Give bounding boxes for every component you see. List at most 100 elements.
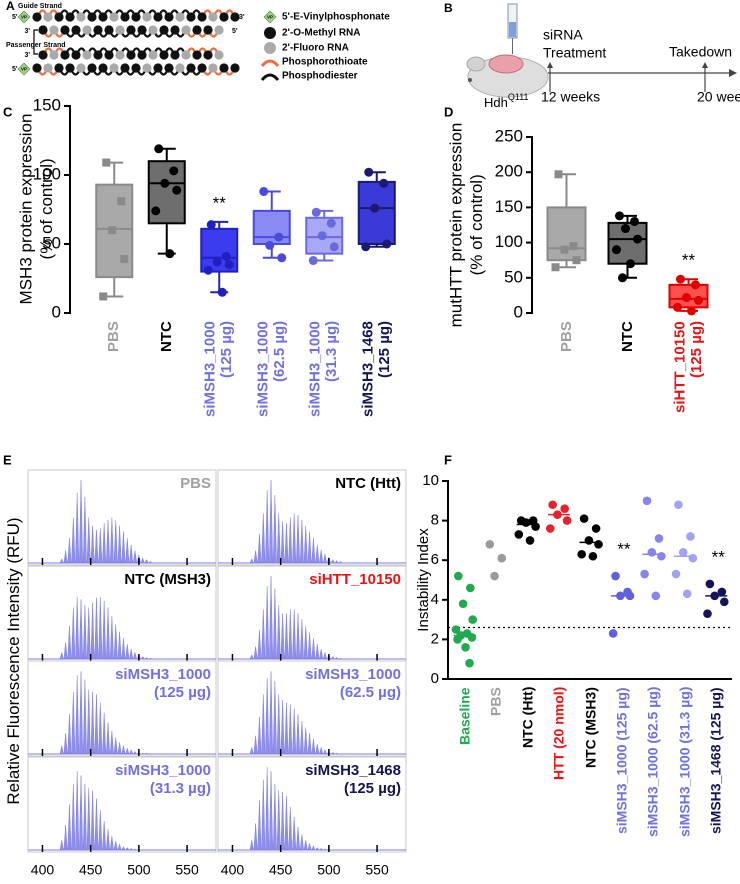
peak [288,806,293,851]
peak [125,538,130,564]
phosphorothioate-link [49,9,58,15]
data-point [651,591,661,601]
peak [276,513,281,564]
linker [33,29,38,55]
peak [269,576,273,660]
phosphorothioate-link [225,70,234,76]
trace-frame [217,469,407,566]
bead [126,25,136,35]
peak [303,625,308,660]
data-point [626,259,635,269]
data-point [671,569,681,579]
data-point [579,514,589,523]
peak [67,625,72,660]
data-point [165,249,175,259]
bead [181,25,191,35]
phosphodiester-link [66,47,75,53]
phosphodiester-link [192,70,201,76]
bead [98,63,108,73]
peak [261,694,266,755]
peak [117,843,122,851]
data-point [468,615,478,624]
vp-text: VP [21,67,27,72]
y-tick-label: 50 [42,233,61,252]
peak [75,492,80,564]
data-point [382,239,392,249]
peak [79,480,83,564]
data-point [612,245,621,255]
significance: ** [617,540,631,559]
phosphodiester-link [110,32,119,38]
end-label: 3' [24,52,30,59]
data-point [686,532,695,541]
bead [197,63,207,73]
data-point [453,635,462,644]
x-tick-label: 400 [221,862,245,878]
bead [159,25,169,35]
phosphodiester-link [165,32,174,38]
peak [86,689,91,755]
x-tick-label: siMSH3_1000 (62.5 µg) [254,321,288,417]
significance: ** [682,251,696,270]
data-point [554,170,563,179]
data-point [703,609,712,618]
end-label: 5' [12,14,18,21]
peak [319,649,324,660]
data-point [265,240,275,250]
x-tick-label: siMSH3_1468 (125 µg) [359,321,393,417]
y-tick-label: 150 [33,95,61,114]
bead [82,25,92,35]
data-point [370,203,380,213]
peak [121,638,126,660]
bead [219,63,229,73]
peak [75,596,80,660]
peak [257,800,262,851]
peak [249,558,254,564]
legend-text: 2'-O-Methyl RNA [282,28,361,39]
x-tick-label: siMSH3_1000 (125 µg) [613,687,630,834]
bead [148,50,158,60]
phosphodiester-link [176,32,185,38]
phosphodiester-link [143,32,152,38]
phosphodiester-link [159,9,168,15]
model-name: Hdh [484,95,508,110]
peak [299,619,304,660]
phosphodiester-link [60,9,69,15]
peak [140,752,145,755]
peak [292,816,297,851]
data-point [621,224,630,234]
bead [203,50,213,60]
data-point [326,218,336,228]
peak [338,657,343,660]
peak [132,751,138,755]
peak [307,843,312,851]
data-point [682,589,692,599]
phosphodiester-link [154,47,163,53]
peak [307,531,312,564]
bead [82,50,92,60]
syringe-fluid [509,22,516,37]
peak [261,779,266,851]
x-tick-label: siMSH3_1000 (62.5 µg) [644,686,661,837]
data-point [465,658,474,668]
phosphodiester-link [165,47,174,53]
peak [98,810,103,851]
peak [288,517,293,564]
peak [311,845,316,851]
peak [140,656,145,660]
data-point [674,500,683,510]
peak [323,553,328,564]
peak [319,747,324,755]
bead [126,50,136,60]
bead [214,50,224,60]
peak [253,735,258,755]
peak [261,513,266,564]
phosphodiester-link [143,47,152,53]
peak [67,804,72,851]
data-point [618,273,627,283]
y-tick-label: 2 [431,630,439,647]
peak [272,588,277,660]
data-point [117,197,126,206]
data-point [551,263,560,272]
